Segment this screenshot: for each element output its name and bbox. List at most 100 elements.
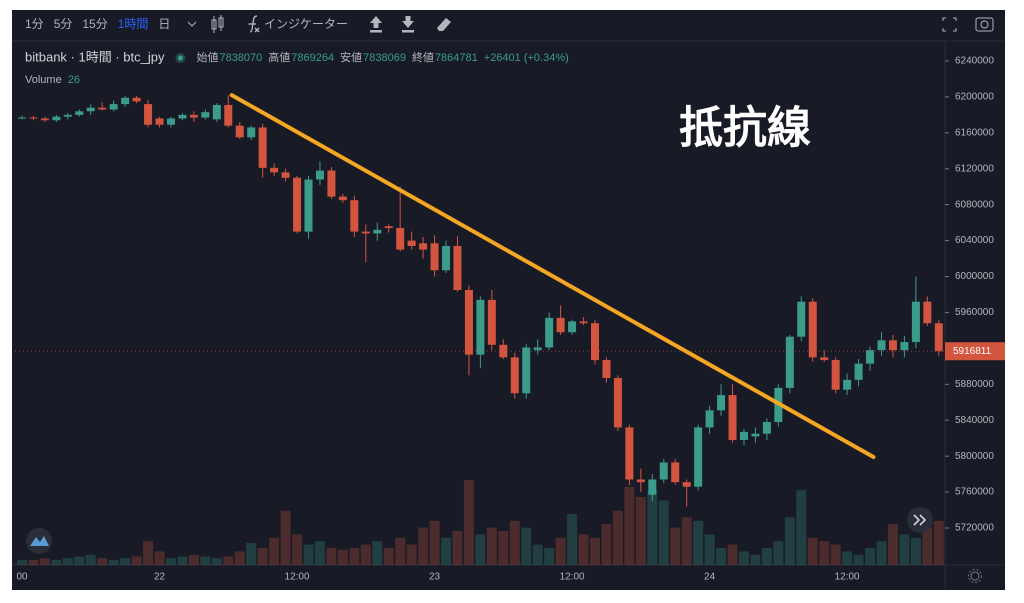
volume-bar bbox=[681, 517, 692, 565]
indicator-icon[interactable] bbox=[248, 15, 260, 33]
ohlc-label: 高値 bbox=[268, 50, 290, 64]
volume-bar bbox=[830, 544, 841, 565]
y-tick-label: 5800000 bbox=[955, 451, 994, 462]
volume-bar bbox=[498, 531, 509, 565]
interval-button[interactable]: 5分 bbox=[54, 17, 73, 31]
y-tick-label: 5960000 bbox=[955, 307, 994, 318]
upload-icon[interactable] bbox=[370, 16, 382, 33]
volume-bar bbox=[807, 537, 818, 565]
volume-bar bbox=[418, 527, 429, 565]
candle-body bbox=[419, 243, 428, 250]
scroll-button[interactable] bbox=[907, 507, 933, 533]
candle-body bbox=[384, 226, 393, 229]
candle-body bbox=[247, 127, 256, 138]
volume-bar bbox=[97, 558, 108, 565]
volume-bar bbox=[716, 548, 727, 565]
candle-body bbox=[178, 114, 187, 119]
settings-icon[interactable] bbox=[968, 569, 982, 583]
candle-body bbox=[762, 422, 771, 434]
x-tick-label: 12:00 bbox=[835, 572, 860, 583]
last-price-label: 5916811 bbox=[953, 346, 992, 357]
ohlc-value: 7838069 bbox=[363, 52, 406, 64]
volume-bar bbox=[475, 534, 486, 565]
candle-body bbox=[442, 245, 451, 271]
screenshot-icon[interactable] bbox=[975, 17, 994, 32]
ohlc-label: 終値 bbox=[412, 50, 434, 64]
download-icon[interactable] bbox=[402, 16, 414, 33]
volume-bar bbox=[796, 490, 807, 565]
volume-bar bbox=[120, 558, 131, 565]
dropdown-arrow[interactable] bbox=[187, 21, 197, 27]
volume-bar bbox=[567, 514, 578, 565]
volume-bar bbox=[177, 556, 188, 565]
volume-bar bbox=[441, 537, 452, 565]
candle-body bbox=[464, 290, 473, 355]
candle-body bbox=[155, 118, 164, 125]
volume-bar bbox=[51, 559, 62, 565]
x-tick-label: 12:00 bbox=[285, 572, 310, 583]
volume-bar bbox=[750, 554, 761, 565]
volume-bar bbox=[234, 551, 245, 565]
x-tick-label: 24 bbox=[704, 572, 716, 583]
candle-body bbox=[361, 231, 370, 234]
candle-body bbox=[648, 479, 657, 495]
volume-bar bbox=[372, 541, 383, 565]
volume-bar bbox=[658, 500, 669, 565]
ohlc-value: 7838070 bbox=[219, 52, 262, 64]
toolbar: 1分 5分 15分 1時間日 インジケーター bbox=[25, 15, 994, 33]
candle-body bbox=[52, 116, 61, 121]
candle-style-icon[interactable] bbox=[211, 15, 224, 33]
y-tick-label: 6200000 bbox=[955, 92, 994, 103]
volume-bar bbox=[876, 541, 887, 565]
candle-body bbox=[201, 112, 210, 118]
candle-body bbox=[75, 111, 84, 115]
candle-body bbox=[602, 360, 611, 379]
volume-bar bbox=[933, 520, 944, 565]
indicators-button[interactable]: インジケーター bbox=[264, 17, 348, 31]
candle-body bbox=[121, 97, 130, 105]
candle-body bbox=[682, 482, 691, 487]
candle-body bbox=[797, 301, 806, 337]
candles bbox=[18, 95, 943, 507]
volume-bar bbox=[532, 544, 543, 565]
y-tick-label: 5720000 bbox=[955, 523, 994, 534]
volume-bar bbox=[326, 548, 337, 565]
volume-bar bbox=[143, 541, 154, 565]
x-tick-label: 12:00 bbox=[560, 572, 585, 583]
interval-button[interactable]: 1分 bbox=[25, 17, 44, 31]
volume-bar bbox=[337, 549, 348, 565]
candle-body bbox=[338, 196, 347, 201]
volume-bar bbox=[910, 537, 921, 565]
candle-body bbox=[739, 431, 748, 440]
fullscreen-icon[interactable] bbox=[942, 17, 957, 32]
plot-area: 5720000576000058000005840000588000059200… bbox=[15, 49, 1005, 583]
candle-body bbox=[293, 177, 302, 232]
x-tick-label: 00 bbox=[16, 572, 28, 583]
logo-button[interactable] bbox=[26, 528, 52, 554]
candle-body bbox=[350, 200, 359, 232]
candle-body bbox=[831, 360, 840, 390]
volume-bar bbox=[601, 524, 612, 565]
volume-bar bbox=[555, 537, 566, 565]
candle-body bbox=[270, 167, 279, 173]
volume-bar bbox=[486, 527, 497, 565]
candle-body bbox=[613, 378, 622, 428]
eraser-icon[interactable] bbox=[437, 18, 451, 31]
volume-bar bbox=[131, 556, 142, 565]
candle-body bbox=[235, 125, 244, 138]
volume-bar bbox=[865, 548, 876, 565]
overlay bbox=[26, 507, 982, 583]
chart-background bbox=[12, 10, 1005, 590]
volume-value: 26 bbox=[68, 74, 80, 86]
candle-body bbox=[671, 462, 680, 483]
interval-button[interactable]: 1時間 bbox=[118, 17, 149, 31]
volume-bar bbox=[360, 544, 371, 565]
volume-bar bbox=[395, 537, 406, 565]
interval-button[interactable]: 日 bbox=[158, 17, 170, 31]
interval-button[interactable]: 15分 bbox=[82, 17, 107, 31]
candle-body bbox=[476, 299, 485, 355]
candle-body bbox=[29, 117, 38, 119]
volume-bar bbox=[349, 548, 360, 565]
volume-bar bbox=[165, 558, 176, 565]
